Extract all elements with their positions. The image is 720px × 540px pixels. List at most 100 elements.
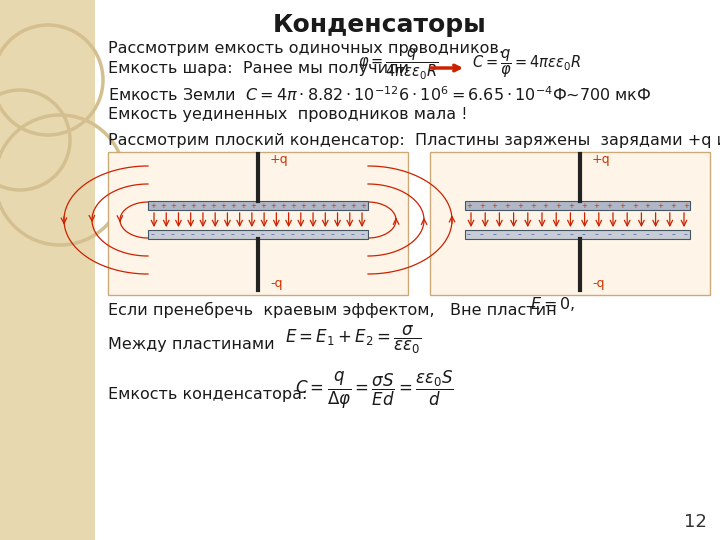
Text: +: + (340, 202, 346, 208)
Text: Емкость уединенных  проводников мала !: Емкость уединенных проводников мала ! (108, 107, 467, 123)
Text: +: + (555, 202, 562, 208)
Text: –: – (544, 230, 547, 239)
Text: –: – (557, 230, 560, 239)
Text: +: + (180, 202, 186, 208)
Text: $C = \dfrac{q}{\Delta\varphi} = \dfrac{\sigma S}{Ed} = \dfrac{\varepsilon\vareps: $C = \dfrac{q}{\Delta\varphi} = \dfrac{\… (295, 369, 454, 411)
Text: –: – (595, 230, 598, 239)
Text: $\varphi = \dfrac{q}{4\pi\varepsilon\varepsilon_0 R}$: $\varphi = \dfrac{q}{4\pi\varepsilon\var… (358, 46, 438, 82)
Text: Емкость Земли  $C = 4\pi \cdot 8.82 \cdot 10^{-12} 6 \cdot 10^{6} = 6.65 \cdot 1: Емкость Земли $C = 4\pi \cdot 8.82 \cdot… (108, 86, 652, 104)
Text: +q: +q (270, 153, 289, 166)
Text: –: – (241, 230, 245, 239)
Text: +: + (240, 202, 246, 208)
Text: +: + (270, 202, 276, 208)
Text: $E = 0,$: $E = 0,$ (530, 295, 575, 313)
Text: –: – (201, 230, 205, 239)
Text: –: – (161, 230, 165, 239)
Text: –: – (331, 230, 335, 239)
Text: Конденсаторы: Конденсаторы (273, 13, 487, 37)
Text: +: + (683, 202, 689, 208)
Text: –: – (321, 230, 325, 239)
Text: +: + (170, 202, 176, 208)
Text: $E = E_1 + E_2 = \dfrac{\sigma}{\varepsilon\varepsilon_0}$: $E = E_1 + E_2 = \dfrac{\sigma}{\varepsi… (285, 324, 421, 356)
Text: –: – (671, 230, 675, 239)
Text: +: + (360, 202, 366, 208)
Text: +: + (260, 202, 266, 208)
Bar (465, 230, 690, 239)
Text: –: – (301, 230, 305, 239)
Text: –: – (646, 230, 649, 239)
Text: +: + (290, 202, 296, 208)
Text: –: – (467, 230, 471, 239)
Text: –: – (281, 230, 285, 239)
Text: –: – (492, 230, 497, 239)
Text: +: + (530, 202, 536, 208)
Text: –: – (181, 230, 185, 239)
Text: –: – (251, 230, 255, 239)
Text: +: + (190, 202, 196, 208)
Text: +: + (504, 202, 510, 208)
Text: –: – (151, 230, 155, 239)
Bar (430, 152, 710, 295)
Text: –: – (608, 230, 611, 239)
Text: –: – (231, 230, 235, 239)
Text: –: – (518, 230, 522, 239)
Bar (148, 201, 368, 210)
Text: –: – (351, 230, 355, 239)
Text: Между пластинами: Между пластинами (108, 338, 274, 353)
Text: Емкость шара:  Ранее мы получили: Емкость шара: Ранее мы получили (108, 60, 409, 76)
Text: +: + (210, 202, 216, 208)
Text: +: + (581, 202, 587, 208)
Text: –: – (211, 230, 215, 239)
Text: +: + (160, 202, 166, 208)
Bar (465, 201, 690, 210)
Bar (148, 230, 368, 239)
Text: +: + (657, 202, 663, 208)
Text: Рассмотрим плоский конденсатор:  Пластины заряжены  зарядами +q и -q: Рассмотрим плоский конденсатор: Пластины… (108, 132, 720, 147)
Text: +q: +q (592, 153, 611, 166)
Text: +: + (230, 202, 236, 208)
Text: –: – (341, 230, 345, 239)
Text: –: – (570, 230, 573, 239)
Bar (108, 152, 408, 295)
Text: -q: -q (592, 276, 605, 289)
Text: +: + (320, 202, 326, 208)
Text: +: + (150, 202, 156, 208)
Text: –: – (271, 230, 275, 239)
Text: 12: 12 (683, 513, 706, 531)
Text: +: + (645, 202, 651, 208)
Text: –: – (361, 230, 365, 239)
Text: +: + (543, 202, 549, 208)
Text: –: – (633, 230, 637, 239)
Text: –: – (171, 230, 175, 239)
Text: Емкость конденсатора:: Емкость конденсатора: (108, 388, 307, 402)
Text: -q: -q (270, 276, 282, 289)
Polygon shape (0, 0, 95, 540)
Text: –: – (191, 230, 195, 239)
Text: +: + (606, 202, 612, 208)
Text: +: + (350, 202, 356, 208)
Text: –: – (291, 230, 295, 239)
Text: $C = \dfrac{q}{\varphi} = 4\pi\varepsilon\varepsilon_0 R$: $C = \dfrac{q}{\varphi} = 4\pi\varepsilo… (472, 48, 581, 80)
Text: –: – (684, 230, 688, 239)
Text: +: + (479, 202, 485, 208)
Text: –: – (620, 230, 624, 239)
Text: +: + (619, 202, 625, 208)
Text: +: + (466, 202, 472, 208)
Text: +: + (310, 202, 316, 208)
Text: +: + (492, 202, 498, 208)
Text: –: – (659, 230, 662, 239)
Text: +: + (330, 202, 336, 208)
Text: +: + (594, 202, 600, 208)
Text: –: – (505, 230, 509, 239)
Text: –: – (582, 230, 586, 239)
Text: +: + (568, 202, 574, 208)
Text: –: – (480, 230, 484, 239)
Text: –: – (311, 230, 315, 239)
Text: –: – (221, 230, 225, 239)
Text: +: + (670, 202, 676, 208)
Text: +: + (300, 202, 306, 208)
Text: +: + (517, 202, 523, 208)
Text: +: + (632, 202, 638, 208)
Text: –: – (531, 230, 535, 239)
Text: +: + (250, 202, 256, 208)
